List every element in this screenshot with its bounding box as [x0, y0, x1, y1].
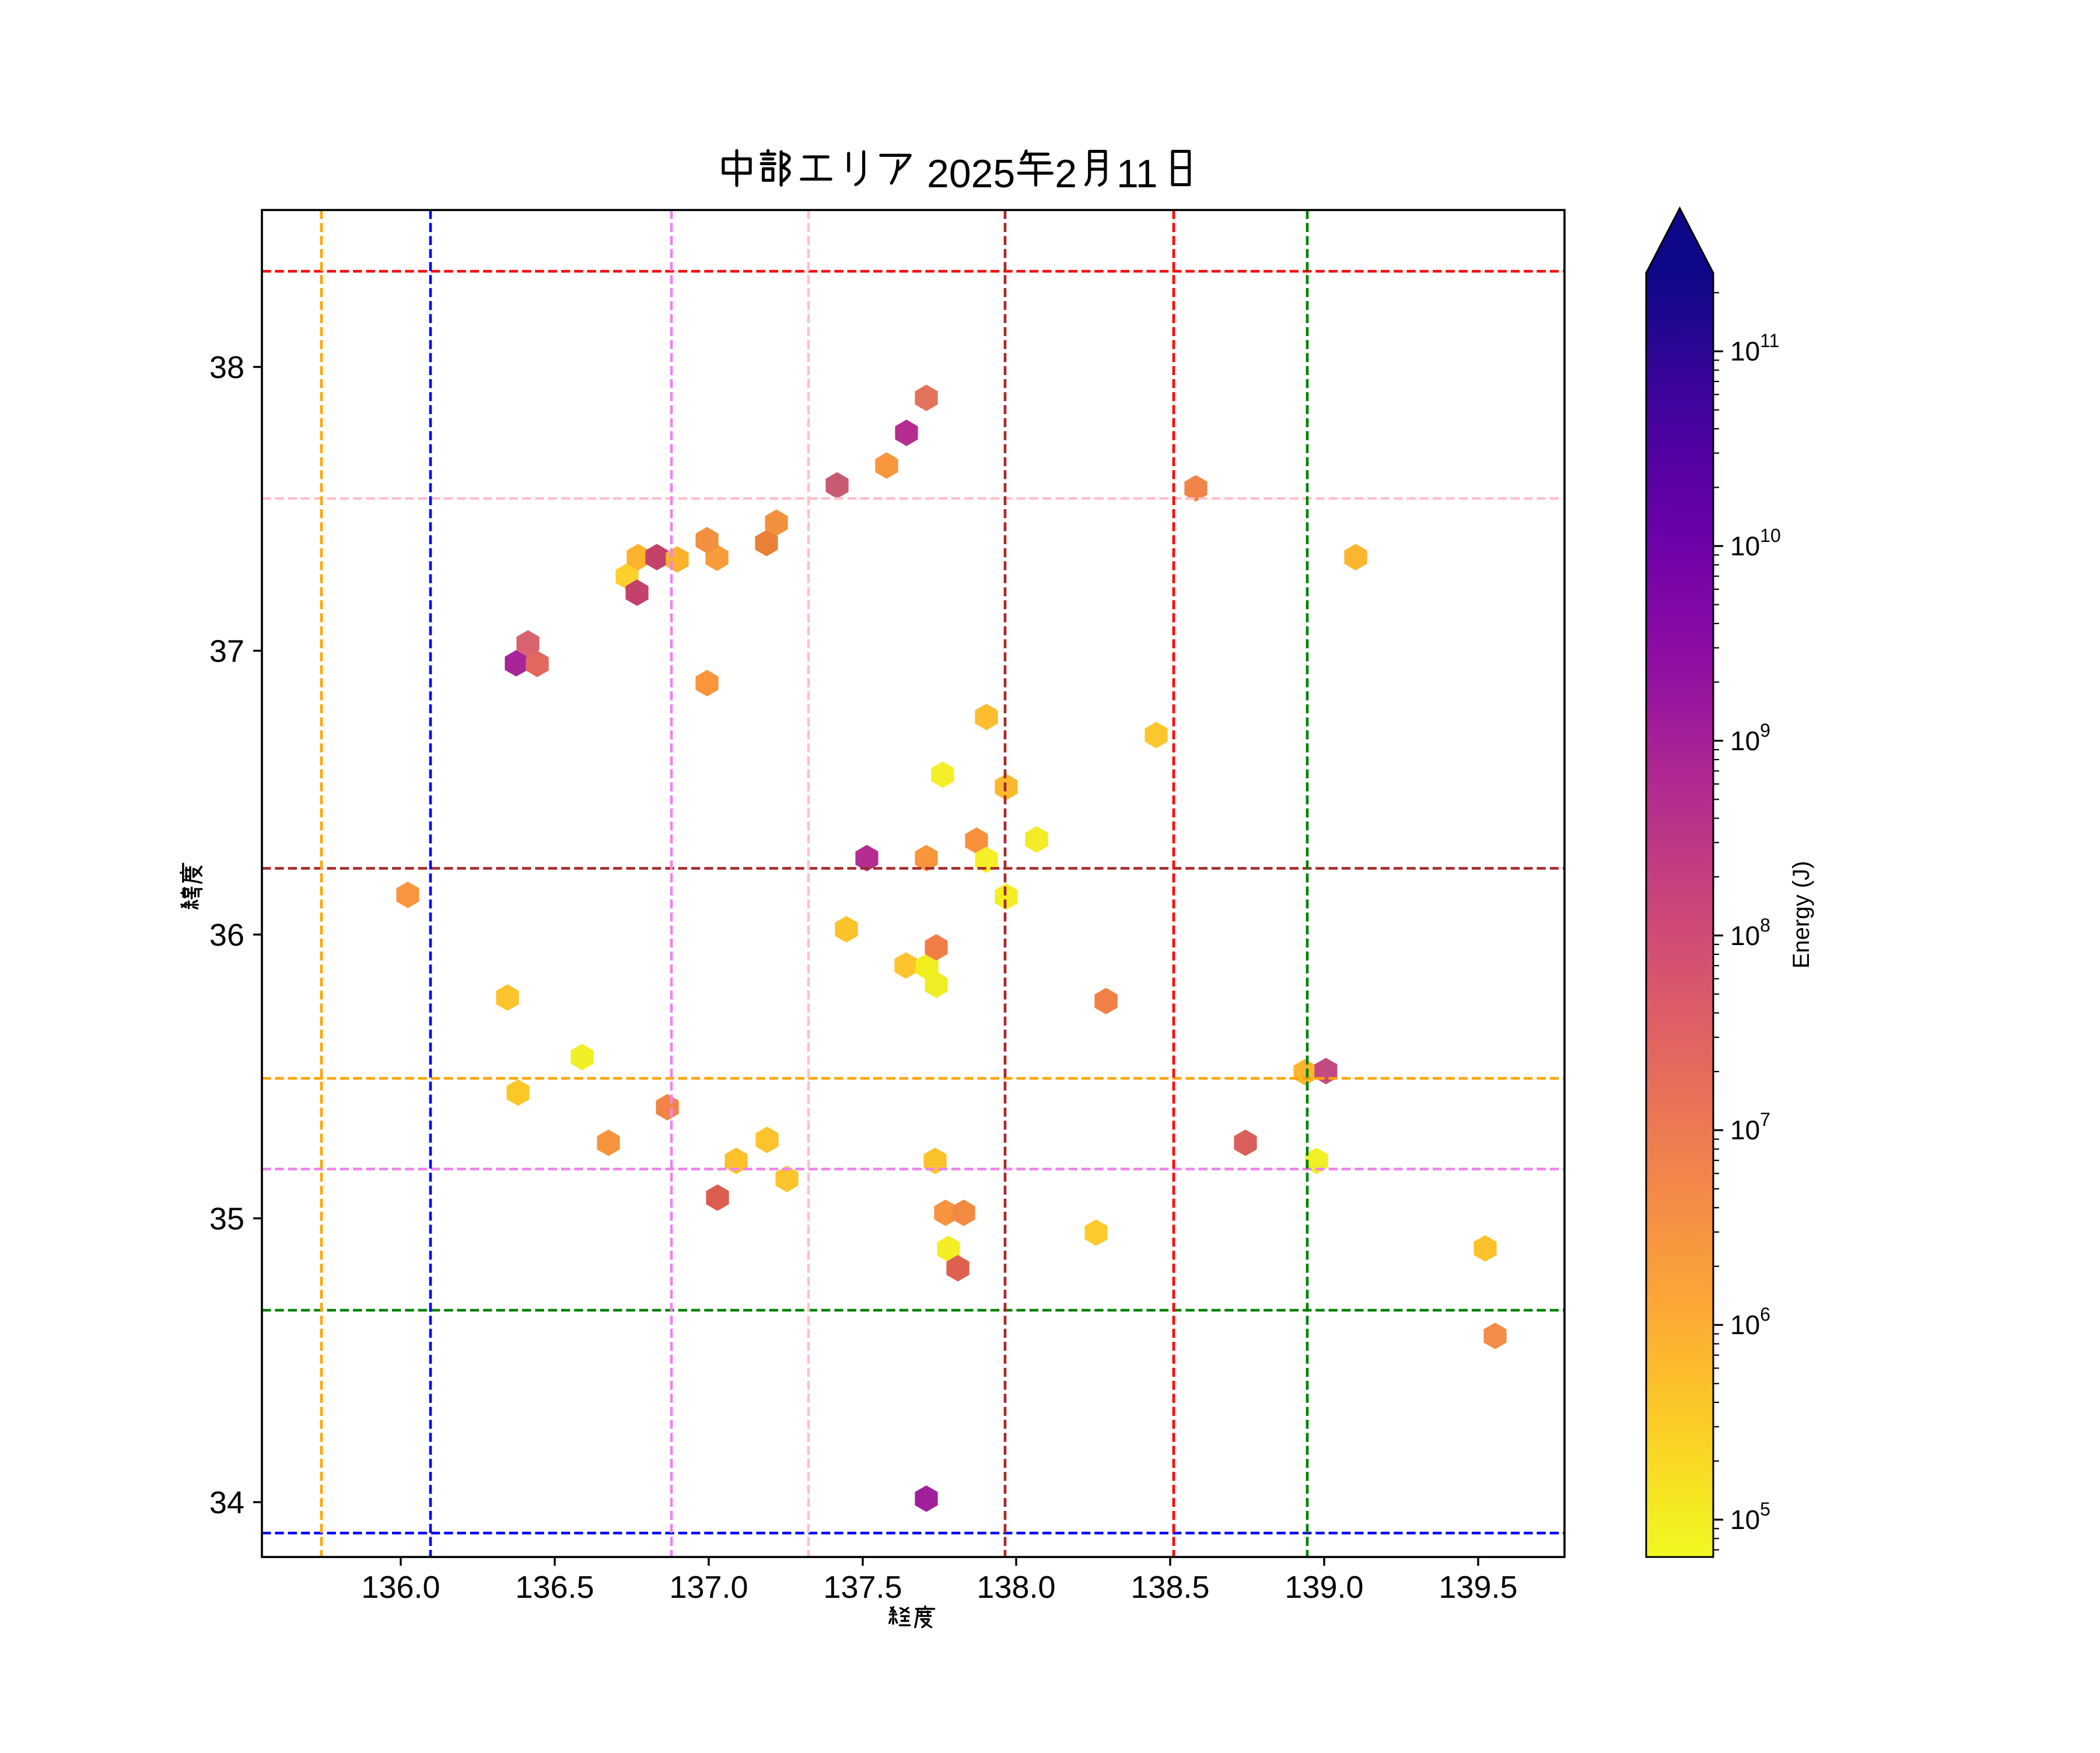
svg-text:105: 105 — [1730, 1499, 1770, 1535]
svg-text:38: 38 — [209, 350, 244, 385]
svg-text:11: 11 — [1116, 152, 1158, 196]
svg-text:36: 36 — [209, 918, 244, 953]
svg-text:137.0: 137.0 — [669, 1570, 748, 1605]
svg-text:34: 34 — [209, 1485, 244, 1520]
svg-text:37: 37 — [209, 634, 244, 669]
svg-text:1011: 1011 — [1730, 330, 1779, 366]
svg-text:106: 106 — [1730, 1304, 1770, 1340]
svg-text:138.5: 138.5 — [1130, 1570, 1209, 1605]
svg-text:35: 35 — [209, 1202, 244, 1237]
svg-text:2: 2 — [1055, 152, 1077, 196]
svg-text:139.5: 139.5 — [1438, 1570, 1517, 1605]
svg-text:2025: 2025 — [927, 152, 1015, 196]
svg-text:136.0: 136.0 — [361, 1570, 440, 1605]
svg-text:136.5: 136.5 — [515, 1570, 594, 1605]
svg-text:137.5: 137.5 — [823, 1570, 902, 1605]
svg-text:139.0: 139.0 — [1284, 1570, 1363, 1605]
svg-text:138.0: 138.0 — [977, 1570, 1055, 1605]
svg-text:Energy (J): Energy (J) — [1788, 861, 1814, 969]
